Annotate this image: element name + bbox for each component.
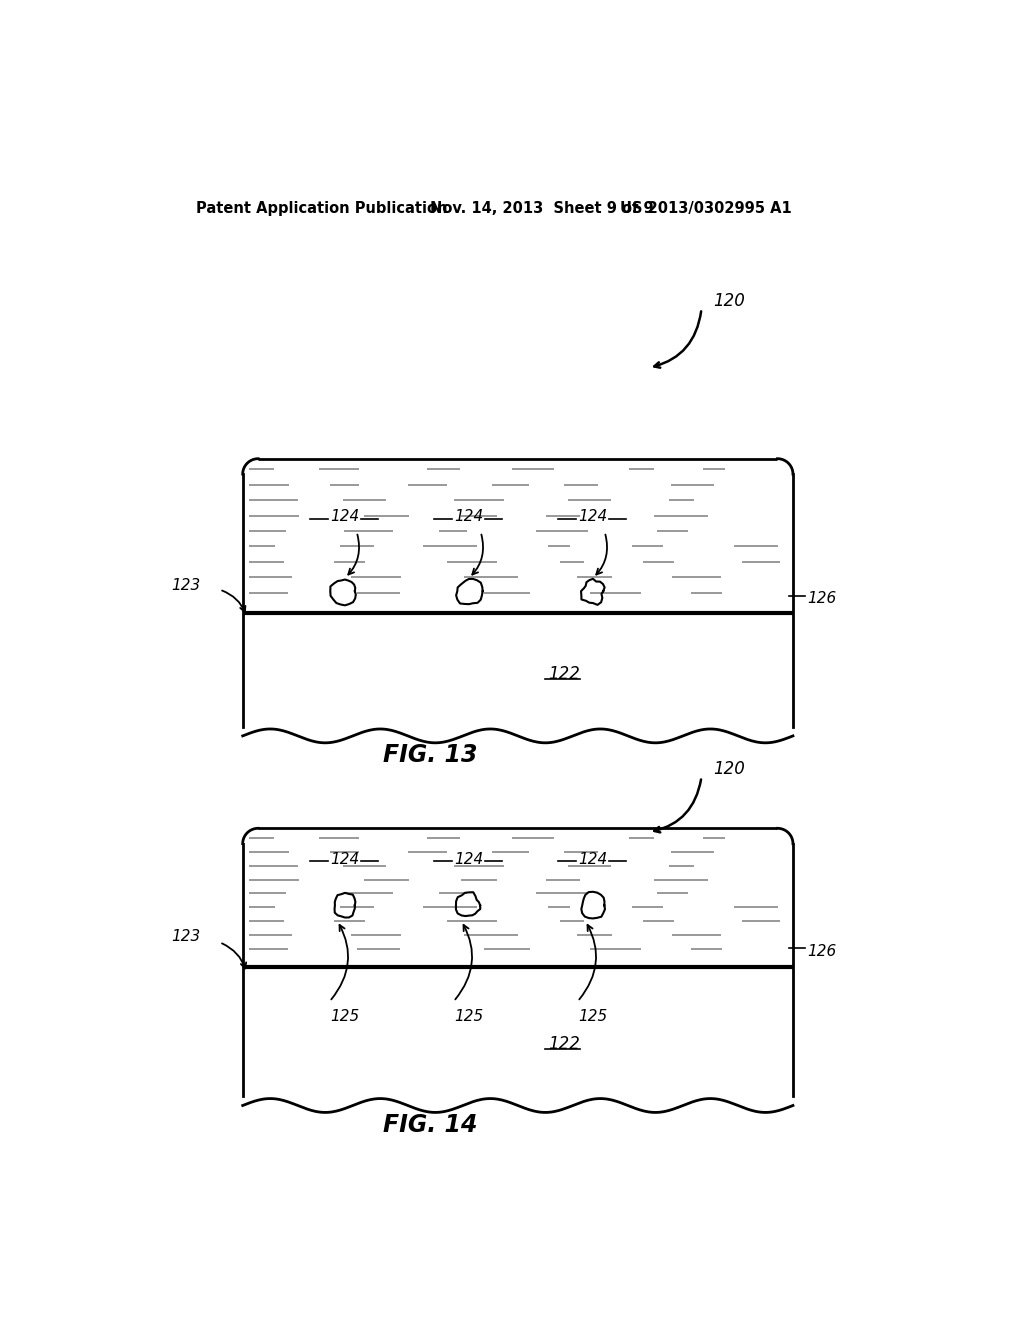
Text: 120: 120: [713, 292, 745, 310]
Text: 123: 123: [171, 578, 200, 593]
Text: FIG. 14: FIG. 14: [383, 1113, 477, 1137]
Text: 124: 124: [331, 851, 359, 867]
Text: 123: 123: [171, 928, 200, 944]
Text: 126: 126: [807, 591, 837, 606]
Text: Nov. 14, 2013  Sheet 9 of 9: Nov. 14, 2013 Sheet 9 of 9: [430, 201, 654, 216]
Text: 124: 124: [455, 851, 483, 867]
Text: 120: 120: [713, 760, 745, 777]
Text: 124: 124: [579, 510, 607, 524]
Text: 122: 122: [549, 665, 581, 684]
Text: 126: 126: [807, 944, 837, 960]
Text: 124: 124: [455, 510, 483, 524]
Text: Patent Application Publication: Patent Application Publication: [197, 201, 447, 216]
Text: 124: 124: [579, 851, 607, 867]
Text: 125: 125: [331, 1010, 359, 1024]
Text: 125: 125: [455, 1010, 483, 1024]
Text: 125: 125: [579, 1010, 607, 1024]
Text: 124: 124: [331, 510, 359, 524]
Text: 122: 122: [549, 1035, 581, 1053]
Text: FIG. 13: FIG. 13: [383, 743, 477, 767]
Text: US 2013/0302995 A1: US 2013/0302995 A1: [621, 201, 792, 216]
